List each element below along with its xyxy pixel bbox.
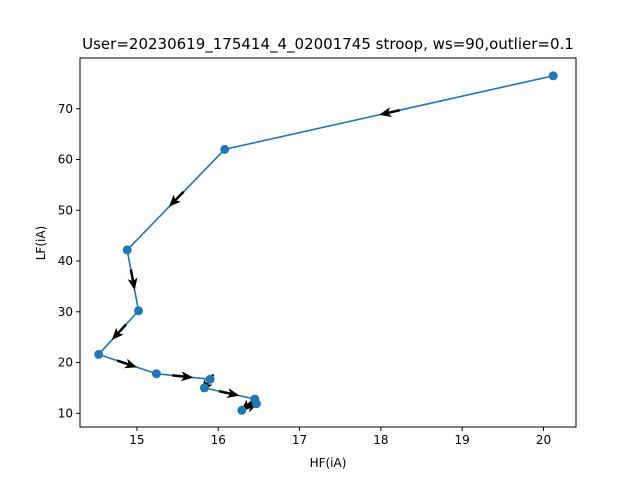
direction-arrow-head bbox=[124, 358, 138, 369]
direction-arrow-head bbox=[111, 327, 124, 340]
plot-layer bbox=[94, 71, 558, 415]
direction-arrow bbox=[379, 107, 401, 118]
y-tick-label: 20 bbox=[58, 356, 73, 370]
data-point bbox=[134, 306, 143, 316]
direction-arrow-head bbox=[180, 371, 194, 382]
x-tick-label: 19 bbox=[455, 433, 470, 447]
y-tick-label: 60 bbox=[58, 153, 73, 167]
plot-frame bbox=[79, 57, 577, 428]
y-tick-label: 10 bbox=[58, 406, 73, 420]
y-tick-label: 70 bbox=[58, 102, 73, 116]
data-point bbox=[199, 383, 209, 393]
y-tick-label: 40 bbox=[58, 254, 73, 268]
x-tick-label: 16 bbox=[211, 433, 226, 447]
x-tick-label: 18 bbox=[373, 433, 388, 447]
y-ticks: 10 20 30 40 50 60 70 bbox=[58, 102, 80, 420]
y-tick-label: 50 bbox=[58, 203, 73, 217]
direction-arrow-shaft bbox=[172, 374, 186, 378]
direction-arrow bbox=[168, 190, 185, 207]
direction-arrow-shaft bbox=[173, 190, 185, 202]
data-point bbox=[122, 245, 132, 255]
data-point bbox=[205, 374, 215, 384]
direction-arrow bbox=[127, 269, 138, 291]
direction-arrow-head bbox=[168, 194, 181, 207]
data-point bbox=[548, 71, 558, 81]
data-point bbox=[251, 399, 261, 409]
direction-arrow-head bbox=[127, 277, 138, 291]
chart-title: User=20230619_175414_4_02001745 stroop, … bbox=[82, 35, 574, 54]
direction-arrow-shaft bbox=[386, 108, 401, 115]
direction-arrow bbox=[218, 388, 240, 398]
direction-arrow bbox=[116, 358, 138, 369]
x-axis-label: HF(iA) bbox=[310, 456, 347, 470]
y-axis-label: LF(iA) bbox=[34, 226, 48, 261]
data-point bbox=[237, 405, 247, 415]
direction-arrow-head bbox=[226, 388, 240, 398]
direction-arrow-shaft bbox=[218, 389, 232, 396]
direction-arrow bbox=[111, 323, 127, 340]
x-tick-label: 20 bbox=[536, 433, 551, 447]
x-tick-label: 15 bbox=[129, 433, 144, 447]
direction-arrow-shaft bbox=[116, 323, 127, 335]
y-tick-label: 30 bbox=[58, 305, 73, 319]
direction-arrow-shaft bbox=[116, 359, 130, 366]
direction-arrow bbox=[172, 371, 194, 382]
x-ticks: 15 16 17 18 19 20 bbox=[129, 427, 551, 447]
direction-arrow-head bbox=[379, 107, 393, 118]
direction-arrow-shaft bbox=[129, 269, 135, 283]
data-point bbox=[220, 144, 230, 154]
data-point bbox=[94, 349, 104, 359]
x-tick-label: 17 bbox=[292, 433, 307, 447]
data-point bbox=[151, 369, 161, 379]
